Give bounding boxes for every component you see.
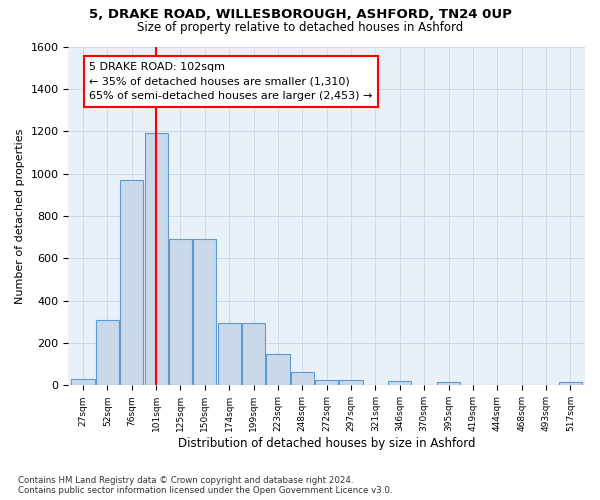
Text: Size of property relative to detached houses in Ashford: Size of property relative to detached ho… xyxy=(137,21,463,34)
Bar xyxy=(388,381,412,386)
Bar xyxy=(96,320,119,386)
Bar xyxy=(559,382,582,386)
Bar xyxy=(218,323,241,386)
Bar xyxy=(437,382,460,386)
Text: 5, DRAKE ROAD, WILLESBOROUGH, ASHFORD, TN24 0UP: 5, DRAKE ROAD, WILLESBOROUGH, ASHFORD, T… xyxy=(89,8,511,20)
Bar xyxy=(340,380,362,386)
Bar xyxy=(291,372,314,386)
Bar xyxy=(193,239,217,386)
Bar xyxy=(242,323,265,386)
Bar xyxy=(315,380,338,386)
Bar xyxy=(71,379,95,386)
Text: Contains HM Land Registry data © Crown copyright and database right 2024.
Contai: Contains HM Land Registry data © Crown c… xyxy=(18,476,392,495)
Bar xyxy=(169,239,192,386)
Bar xyxy=(266,354,290,386)
Bar xyxy=(145,134,168,386)
Y-axis label: Number of detached properties: Number of detached properties xyxy=(15,128,25,304)
Text: 5 DRAKE ROAD: 102sqm
← 35% of detached houses are smaller (1,310)
65% of semi-de: 5 DRAKE ROAD: 102sqm ← 35% of detached h… xyxy=(89,62,373,102)
X-axis label: Distribution of detached houses by size in Ashford: Distribution of detached houses by size … xyxy=(178,437,475,450)
Bar xyxy=(120,180,143,386)
